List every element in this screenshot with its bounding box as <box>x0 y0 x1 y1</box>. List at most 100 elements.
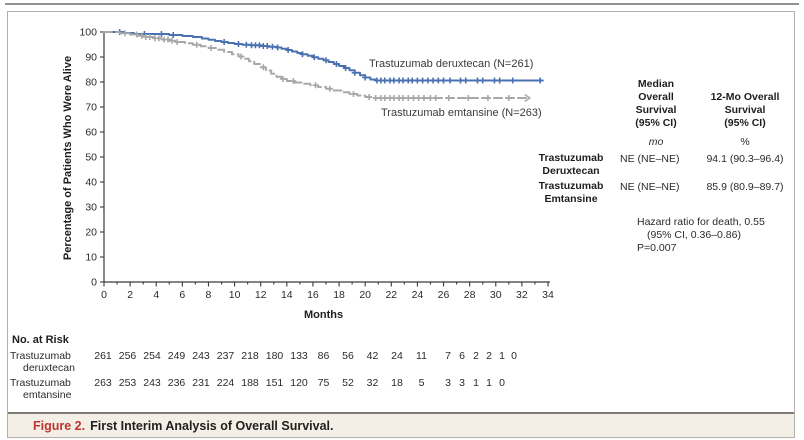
x-tick-label: 16 <box>307 289 319 301</box>
risk-value: 42 <box>366 350 379 362</box>
caption-bar: Figure 2. First Interim Analysis of Over… <box>8 412 794 437</box>
x-tick-label: 32 <box>516 289 528 301</box>
risk-value: 231 <box>192 377 210 389</box>
risk-value: 151 <box>265 377 284 389</box>
y-tick-label: 90 <box>85 52 97 64</box>
hazard-ratio-line2: (95% CI, 0.36–0.86) <box>647 229 741 241</box>
risk-row1-label-line2: deruxtecan <box>23 362 75 374</box>
risk-value: 1 <box>486 377 492 389</box>
risk-row2-label-line2: emtansine <box>23 389 72 401</box>
x-tick-label: 2 <box>127 289 133 301</box>
stats-row2-12mo: 85.9 (80.9–89.7) <box>706 181 784 193</box>
risk-row2-values: 263 253 243 236 231 224 188 151 120 75 52 32 18 5 3 3 1 1… <box>8 377 796 390</box>
stats-col1-unit: mo <box>648 136 664 148</box>
risk-value: 75 <box>317 377 330 389</box>
y-tick-label: 20 <box>85 227 97 239</box>
risk-value: 243 <box>192 350 210 362</box>
risk-value: 261 <box>94 350 112 362</box>
risk-value: 263 <box>94 377 112 389</box>
risk-value: 18 <box>391 377 403 389</box>
x-tick-label: 18 <box>333 289 345 301</box>
risk-value: 24 <box>391 350 403 362</box>
hazard-ratio-line1: Hazard ratio for death, 0.55 <box>637 216 765 228</box>
risk-value: 7 <box>445 350 451 362</box>
figure-title: First Interim Analysis of Overall Surviv… <box>90 418 334 433</box>
x-tick-label: 34 <box>542 289 554 301</box>
risk-value: 180 <box>265 350 284 362</box>
stats-col2-unit: % <box>740 136 750 148</box>
y-tick-label: 40 <box>85 177 97 189</box>
stats-col2-header: 12-Mo Overall Survival (95% CI) <box>710 91 780 129</box>
risk-value: 237 <box>216 350 235 362</box>
x-tick-label: 10 <box>229 289 241 301</box>
x-tick-label: 12 <box>255 289 267 301</box>
risk-value: 52 <box>342 377 354 389</box>
risk-row2-label-line1: Trastuzumab <box>10 377 71 389</box>
risk-value: 236 <box>167 377 186 389</box>
risk-value: 218 <box>241 350 259 362</box>
stats-row2-median: NE (NE–NE) <box>620 181 680 193</box>
stats-row1-12mo: 94.1 (90.3–96.4) <box>706 153 784 165</box>
legend-emtansine: Trastuzumab emtansine (N=263) <box>381 107 542 119</box>
x-tick-label: 8 <box>206 289 212 301</box>
risk-value: 188 <box>241 377 259 389</box>
stats-col1-header: Median Overall Survival (95% CI) <box>635 78 677 129</box>
y-axis-title: Percentage of Patients Who Were Alive <box>62 55 74 261</box>
risk-value: 224 <box>216 377 235 389</box>
risk-table-heading: No. at Risk <box>12 334 69 346</box>
risk-value: 253 <box>118 377 137 389</box>
km-chart: 0 10 20 30 40 50 60 70 80 90 100 0 2 4 6 8 10 12 14 16 18 20 2… <box>8 12 794 412</box>
y-tick-label: 100 <box>79 27 97 39</box>
x-tick-label: 20 <box>359 289 371 301</box>
survival-curve-deruxtecan <box>103 31 544 82</box>
risk-value: 0 <box>511 350 517 362</box>
y-tick-label: 0 <box>91 277 97 289</box>
y-tick-label: 70 <box>85 102 97 114</box>
stats-row1-median: NE (NE–NE) <box>620 153 680 165</box>
y-tick-label: 80 <box>85 77 97 89</box>
x-tick-label: 14 <box>281 289 293 301</box>
risk-value: 0 <box>499 377 505 389</box>
figure-number-label: Figure 2. <box>33 418 86 433</box>
y-tick-label: 30 <box>85 202 97 214</box>
stats-row1-label: Trastuzumab Deruxtecan <box>538 152 604 177</box>
risk-value: 133 <box>290 350 308 362</box>
risk-value: 3 <box>459 377 465 389</box>
x-tick-label: 4 <box>153 289 159 301</box>
risk-row1-values: 261 256 254 249 243 237 218 180 133 86 56 42 24 11 7 6 2… <box>8 350 796 363</box>
x-tick-label: 24 <box>412 289 424 301</box>
risk-value: 3 <box>445 377 451 389</box>
x-tick-label: 30 <box>490 289 502 301</box>
x-tick-label: 26 <box>438 289 450 301</box>
x-axis-title: Months <box>304 309 344 321</box>
curve-end-arrow <box>524 93 532 103</box>
risk-value: 6 <box>459 350 465 362</box>
risk-value: 11 <box>416 350 427 362</box>
y-tick-label: 10 <box>85 252 97 264</box>
risk-value: 86 <box>317 350 330 362</box>
x-tick-label: 22 <box>385 289 397 301</box>
y-tick-label: 60 <box>85 127 97 139</box>
risk-value: 1 <box>499 350 505 362</box>
risk-value: 5 <box>418 377 425 389</box>
legend-deruxtecan: Trastuzumab deruxtecan (N=261) <box>369 58 534 70</box>
risk-value: 32 <box>366 377 379 389</box>
risk-row1-label-line1: Trastuzumab <box>10 350 71 362</box>
risk-value: 2 <box>473 350 479 362</box>
risk-value: 56 <box>342 350 354 362</box>
risk-value: 256 <box>118 350 137 362</box>
figure-panel: 0 10 20 30 40 50 60 70 80 90 100 0 2 4 6 8 10 12 14 16 18 20 2… <box>7 11 795 438</box>
risk-value: 249 <box>167 350 186 362</box>
x-tick-label: 28 <box>464 289 476 301</box>
x-tick-label: 6 <box>179 289 185 301</box>
risk-value: 120 <box>290 377 308 389</box>
x-tick-label: 0 <box>101 289 107 301</box>
stats-row2-label: Trastuzumab Emtansine <box>538 180 604 205</box>
y-tick-label: 50 <box>85 152 97 164</box>
risk-value: 254 <box>143 350 161 362</box>
top-rule <box>5 3 799 5</box>
risk-value: 2 <box>486 350 492 362</box>
risk-value: 1 <box>473 377 479 389</box>
